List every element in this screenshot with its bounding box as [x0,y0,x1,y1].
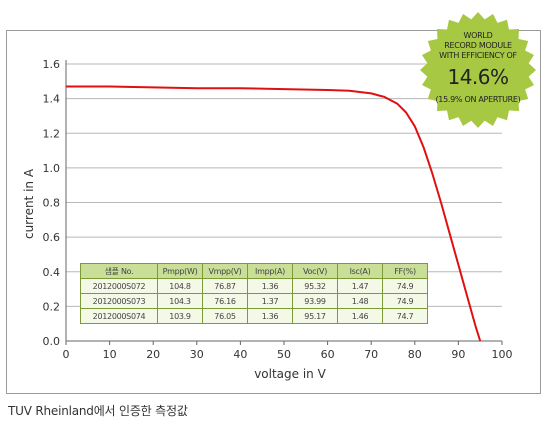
cell-voc: 93.99 [292,293,338,309]
x-tick-label: 100 [492,348,513,361]
cell-vmpp: 76.16 [202,293,248,309]
cell-vmpp: 76.05 [202,308,248,324]
x-tick-label: 30 [190,348,204,361]
cell-sample: 2012000S073 [80,293,158,309]
cell-sample: 2012000S072 [80,278,158,294]
header-sample: 샘플 No. [80,263,158,279]
table-row: 2012000S072 104.8 76.87 1.36 95.32 1.47 … [80,278,428,294]
table-row: 2012000S074 103.9 76.05 1.36 95.17 1.46 … [80,308,428,324]
cell-voc: 95.32 [292,278,338,294]
x-axis-label: voltage in V [254,367,326,381]
cell-impp: 1.37 [247,293,293,309]
x-tick-label: 90 [451,348,465,361]
x-tick-label: 40 [233,348,247,361]
cell-ff: 74.9 [382,293,428,309]
header-voc: Voc(V) [292,263,338,279]
y-tick-label: 1.4 [43,93,61,106]
caption: TUV Rheinland에서 인증한 측정값 [8,404,188,418]
iv-curve-line [66,85,482,342]
x-tick-label: 50 [277,348,291,361]
y-tick-label: 0.8 [43,197,61,210]
y-tick-label: 0.6 [43,231,61,244]
x-tick-label: 10 [103,348,117,361]
y-tick-label: 1.6 [43,58,61,71]
cell-isc: 1.48 [337,293,383,309]
cell-pmpp: 103.9 [157,308,203,324]
header-isc: Isc(A) [337,263,383,279]
axes [65,60,503,345]
y-axis-label: current in A [22,168,36,239]
y-tick-label: 0.4 [43,266,61,279]
x-tick-label: 70 [364,348,378,361]
cell-impp: 1.36 [247,278,293,294]
cell-ff: 74.7 [382,308,428,324]
header-vmpp: Vmpp(V) [202,263,248,279]
cell-sample: 2012000S074 [80,308,158,324]
x-tick-label: 20 [146,348,160,361]
x-tick-label: 80 [408,348,422,361]
y-tick-label: 0.2 [43,300,61,313]
series-layer [66,85,482,342]
header-pmpp: Pmpp(W) [157,263,203,279]
table-row: 2012000S073 104.3 76.16 1.37 93.99 1.48 … [80,293,428,309]
cell-isc: 1.46 [337,308,383,324]
header-ff: FF(%) [382,263,428,279]
cell-isc: 1.47 [337,278,383,294]
cell-voc: 95.17 [292,308,338,324]
table-header-row: 샘플 No. Pmpp(W) Vmpp(V) Impp(A) Voc(V) Is… [80,263,428,279]
y-tick-label: 0.0 [43,335,61,348]
cell-impp: 1.36 [247,308,293,324]
y-tick-label: 1.0 [43,162,61,175]
cell-pmpp: 104.8 [157,278,203,294]
x-tick-label: 0 [63,348,70,361]
measurement-table: 샘플 No. Pmpp(W) Vmpp(V) Impp(A) Voc(V) Is… [80,263,428,324]
cell-pmpp: 104.3 [157,293,203,309]
x-tick-label: 60 [321,348,335,361]
cell-ff: 74.9 [382,278,428,294]
cell-vmpp: 76.87 [202,278,248,294]
y-tick-label: 1.2 [43,127,61,140]
tick-labels: 0.0 0.2 0.4 0.6 0.8 1.0 1.2 1.4 1.6 0 10 20 30 40 50 60… [43,58,513,361]
header-impp: Impp(A) [247,263,293,279]
